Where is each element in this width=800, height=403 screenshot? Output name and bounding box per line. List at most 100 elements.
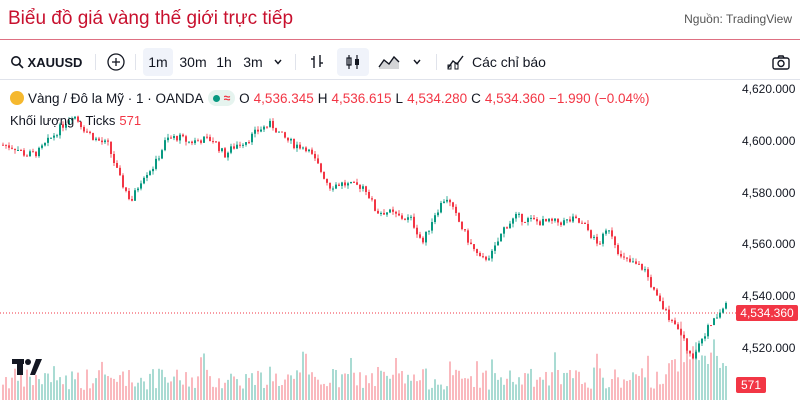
bars-style-button[interactable] — [303, 48, 331, 76]
candle-body — [677, 324, 679, 330]
candle-body — [536, 219, 538, 222]
volume-bar — [155, 388, 157, 400]
volume-bar — [596, 353, 598, 400]
symbol-search-button[interactable]: XAUUSD — [8, 48, 84, 76]
candle-body — [665, 309, 667, 311]
volume-bar — [668, 363, 670, 400]
candle-body — [587, 223, 589, 231]
candle-body — [476, 249, 478, 254]
volume-bar — [227, 379, 229, 400]
candle-body — [452, 202, 454, 207]
volume-bar — [467, 378, 469, 400]
screenshot-button[interactable] — [768, 48, 794, 76]
candle-body — [530, 217, 532, 219]
volume-bar — [80, 388, 82, 400]
candle-body — [68, 120, 70, 125]
volume-bar — [506, 378, 508, 400]
candle-body — [107, 140, 109, 142]
volume-bar — [575, 370, 577, 400]
candle-body — [650, 277, 652, 288]
candle-body — [101, 140, 103, 143]
volume-bar — [692, 346, 694, 400]
volume-bar — [167, 382, 169, 400]
candle-body — [119, 167, 121, 176]
volume-bar — [686, 345, 688, 400]
volume-bar — [152, 369, 154, 400]
candle-body — [443, 201, 445, 203]
candle-body — [221, 148, 223, 152]
candle-body — [503, 227, 505, 234]
candle-body — [413, 216, 415, 228]
volume-bar — [113, 378, 115, 400]
volume-bar — [491, 359, 493, 400]
candle-body — [188, 141, 190, 143]
volume-bar — [623, 379, 625, 400]
volume-bar — [566, 372, 568, 400]
volume-bar — [476, 361, 478, 400]
candle-body — [257, 129, 259, 132]
interval-3m-button[interactable]: 3m — [243, 54, 263, 70]
candle-body — [44, 142, 46, 146]
candle-body — [347, 183, 349, 186]
candle-body — [251, 133, 253, 143]
candle-body — [110, 141, 112, 154]
volume-bar — [251, 373, 253, 400]
volume-bar — [248, 377, 250, 400]
volume-bar — [563, 372, 565, 400]
volume-bar — [560, 384, 562, 400]
volume-bar — [218, 378, 220, 400]
market-status[interactable]: ≈ — [207, 90, 236, 106]
volume-bar — [8, 388, 10, 400]
candle-body — [209, 136, 211, 142]
volume-bar — [371, 373, 373, 400]
interval-1m-button[interactable]: 1m — [143, 48, 173, 76]
page-title: Biểu đồ giá vàng thế giới trực tiếp — [8, 8, 294, 29]
compare-add-button[interactable] — [103, 48, 129, 76]
candle-body — [170, 137, 172, 139]
price-chart[interactable] — [0, 80, 800, 403]
candles — [2, 115, 727, 360]
candle-body — [176, 136, 178, 141]
candle-body — [437, 212, 439, 216]
volume-bar — [431, 387, 433, 400]
candle-body — [335, 184, 337, 189]
candlestick-icon — [346, 55, 359, 69]
candle-body — [215, 141, 217, 143]
area-style-button[interactable] — [374, 48, 404, 76]
chart-style-dropdown[interactable] — [408, 48, 426, 76]
candle-body — [362, 186, 364, 189]
chevron-down-icon — [274, 59, 282, 65]
interval-dropdown[interactable] — [268, 48, 288, 76]
volume-bar — [197, 376, 199, 400]
candle-body — [296, 144, 298, 149]
interval-1h-button[interactable]: 1h — [216, 54, 232, 70]
volume-bar — [221, 388, 223, 400]
volume-bar — [530, 368, 532, 400]
volume-bar — [662, 383, 664, 400]
candle-body — [710, 325, 712, 327]
candle-body — [485, 256, 487, 260]
indicators-button[interactable]: Các chỉ báo — [446, 48, 556, 76]
indicators-label: Các chỉ báo — [472, 54, 546, 70]
volume-bar — [428, 389, 430, 400]
candle-body — [599, 243, 601, 245]
axis-tick: 4,540.000 — [742, 289, 796, 303]
candle-body — [479, 253, 481, 257]
candle-body — [272, 120, 274, 129]
volume-bar — [323, 383, 325, 400]
volume-bar — [236, 379, 238, 400]
candle-body — [719, 312, 721, 318]
candle-body — [71, 118, 73, 121]
candle-body — [125, 187, 127, 191]
tradingview-logo[interactable] — [12, 356, 42, 378]
volume-bar — [161, 369, 163, 400]
volume-bar — [542, 379, 544, 400]
chevron-down-icon — [413, 59, 421, 65]
volume-bar — [713, 339, 715, 400]
candle-body — [521, 213, 523, 222]
interval-30m-button[interactable]: 30m — [179, 54, 207, 70]
candle-body — [539, 221, 541, 226]
candle-body — [149, 171, 151, 176]
volume-bar — [488, 389, 490, 400]
candles-style-button[interactable] — [337, 48, 369, 76]
